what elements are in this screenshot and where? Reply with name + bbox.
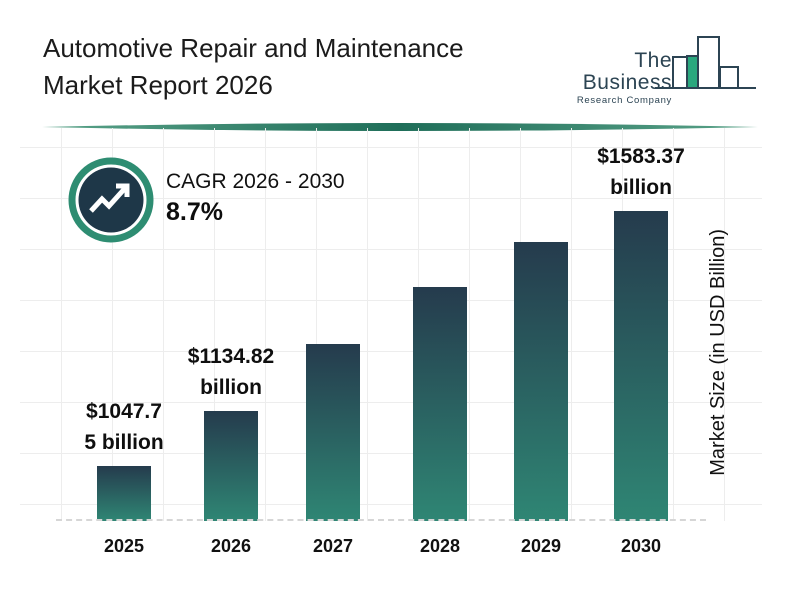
bar-2030 [614,211,668,521]
y-axis-title: Market Size (in USD Billion) [706,228,729,476]
logo-name: The Business [582,49,672,95]
value-label-2025: $1047.7 5 billion [84,400,164,454]
bar-2027 [306,344,360,521]
bar-2029 [514,242,568,521]
page-title-line1: Automotive Repair and Maintenance [43,33,464,63]
page-title-line2: Market Report 2026 [43,70,273,100]
page-title: Automotive Repair and Maintenance Market… [43,30,464,104]
bar-2026 [204,411,258,521]
x-tick-2029: 2029 [520,536,562,556]
company-logo: The Business Research Company [540,49,672,107]
bar-2028 [413,287,467,521]
value-label-2030: $1583.37 billion [597,145,685,199]
growth-trend-icon [68,157,154,243]
logo-subname: Research Company [576,95,672,107]
x-tick-2027: 2027 [312,536,354,556]
cagr-label: CAGR 2026 - 2030 [166,170,345,193]
x-tick-2028: 2028 [419,536,461,556]
x-tick-2030: 2030 [620,536,662,556]
logo-bars-icon [655,36,756,89]
bar-2025 [97,466,151,521]
value-label-2026: $1134.82 billion [187,345,275,399]
cagr-value: 8.7% [166,198,223,226]
x-axis-baseline [56,519,706,521]
x-tick-2026: 2026 [210,536,252,556]
x-tick-2025: 2025 [103,536,145,556]
